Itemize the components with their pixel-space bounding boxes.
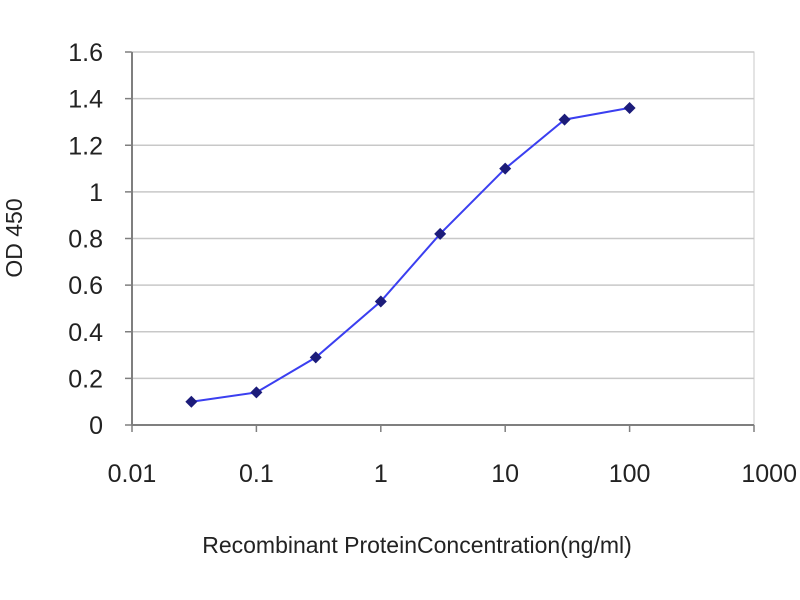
gridlines (125, 51, 754, 426)
x-tick-label: 0.1 (239, 460, 274, 488)
x-tick-label: 1 (374, 460, 388, 488)
y-tick-label: 1.2 (68, 132, 103, 160)
y-tick-label: 1 (89, 179, 103, 207)
y-tick-label: 1.6 (68, 39, 103, 67)
series-0 (185, 101, 636, 408)
y-tick-label: 0 (89, 412, 103, 440)
axes (131, 52, 755, 432)
x-tick-label: 0.01 (108, 460, 157, 488)
data-point (499, 162, 512, 175)
data-point (309, 351, 322, 364)
y-tick-label: 0.8 (68, 226, 103, 254)
data-point (374, 295, 387, 308)
y-tick-label: 0.6 (68, 272, 103, 300)
y-axis-title: OD 450 (1, 198, 27, 277)
y-tick-label: 0.2 (68, 365, 103, 393)
data-point (623, 101, 636, 114)
x-tick-label: 1000 (741, 460, 797, 488)
data-point (558, 113, 571, 126)
y-tick-label: 0.4 (68, 319, 103, 347)
y-tick-label: 1.4 (68, 86, 103, 114)
y-tick-labels: 0 0.2 0.4 0.6 0.8 1 1.2 1.4 1.6 (68, 39, 103, 440)
x-tick-label: 100 (609, 460, 651, 488)
x-tick-label: 10 (491, 460, 519, 488)
data-point (250, 386, 263, 399)
data-point (434, 227, 447, 240)
x-axis-title: Recombinant ProteinConcentration(ng/ml) (202, 532, 632, 558)
series-line (191, 106, 630, 403)
x-tick-labels: 0.01 0.1 1 10 100 1000 (108, 460, 797, 488)
data-point (185, 395, 198, 408)
